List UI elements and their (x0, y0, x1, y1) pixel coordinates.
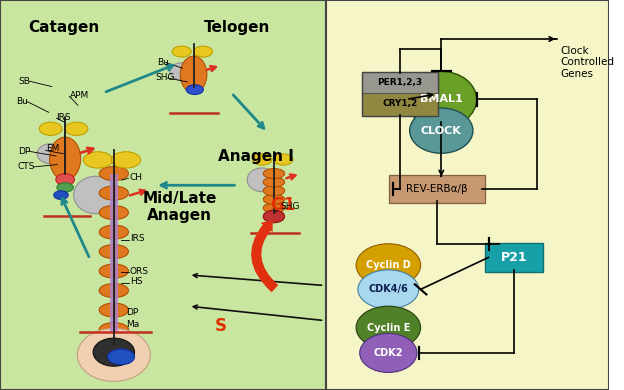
Text: DP: DP (18, 147, 31, 156)
Ellipse shape (273, 154, 293, 165)
FancyBboxPatch shape (0, 0, 326, 390)
Ellipse shape (99, 284, 129, 298)
Text: CH: CH (129, 172, 142, 182)
Text: BMAL1: BMAL1 (420, 94, 462, 105)
Text: CDK2: CDK2 (374, 348, 403, 358)
FancyBboxPatch shape (362, 93, 437, 116)
Ellipse shape (93, 338, 135, 366)
Ellipse shape (54, 191, 68, 199)
Text: SHG: SHG (280, 202, 300, 211)
Text: APM: APM (70, 90, 89, 100)
Ellipse shape (406, 71, 477, 128)
Ellipse shape (57, 183, 74, 192)
Text: HS: HS (130, 277, 142, 286)
Ellipse shape (50, 137, 80, 180)
Text: CDK4/6: CDK4/6 (368, 284, 408, 294)
Ellipse shape (409, 108, 473, 153)
Text: CLOCK: CLOCK (421, 126, 462, 136)
Text: Bu: Bu (157, 58, 169, 67)
Ellipse shape (263, 177, 285, 187)
Ellipse shape (108, 349, 135, 365)
Text: IRS: IRS (57, 112, 71, 122)
Text: Anagen I: Anagen I (218, 149, 293, 163)
Ellipse shape (263, 203, 285, 213)
Text: CRY1,2: CRY1,2 (383, 99, 417, 108)
Ellipse shape (247, 168, 276, 191)
Ellipse shape (39, 122, 62, 135)
Ellipse shape (356, 244, 421, 287)
Text: Telogen: Telogen (204, 20, 271, 35)
Ellipse shape (112, 152, 140, 168)
Text: CTS: CTS (17, 162, 34, 172)
Ellipse shape (358, 270, 419, 309)
FancyBboxPatch shape (110, 174, 118, 333)
Ellipse shape (263, 210, 285, 223)
FancyBboxPatch shape (362, 72, 437, 95)
Ellipse shape (84, 152, 112, 168)
Text: SB: SB (18, 77, 30, 87)
Ellipse shape (359, 333, 417, 372)
Text: REV-ERBα/β: REV-ERBα/β (406, 184, 468, 194)
Text: Clock
Controlled
Genes: Clock Controlled Genes (560, 46, 614, 79)
FancyBboxPatch shape (326, 0, 608, 390)
Text: Cyclin D: Cyclin D (366, 260, 411, 270)
Ellipse shape (99, 186, 129, 200)
Ellipse shape (99, 323, 129, 337)
Text: Catagen: Catagen (28, 20, 100, 35)
Ellipse shape (193, 46, 213, 57)
Text: PER1,2,3: PER1,2,3 (378, 78, 422, 87)
Text: Ma: Ma (127, 320, 140, 329)
Text: Bu: Bu (16, 97, 27, 106)
Text: P21: P21 (501, 251, 528, 264)
Ellipse shape (170, 63, 193, 80)
Text: G1: G1 (270, 196, 296, 214)
Ellipse shape (99, 167, 129, 181)
Text: S: S (215, 317, 227, 335)
Ellipse shape (99, 206, 129, 220)
Ellipse shape (74, 176, 117, 214)
Text: Cyclin E: Cyclin E (367, 323, 410, 333)
Ellipse shape (186, 85, 203, 94)
Ellipse shape (172, 46, 191, 57)
Text: IRS: IRS (130, 234, 144, 243)
Text: DP: DP (127, 308, 139, 317)
Ellipse shape (77, 328, 150, 381)
Ellipse shape (65, 122, 88, 135)
Text: Mid/Late
Anagen: Mid/Late Anagen (142, 190, 217, 223)
FancyBboxPatch shape (389, 175, 485, 203)
Ellipse shape (253, 154, 272, 165)
Ellipse shape (263, 168, 285, 179)
Ellipse shape (99, 264, 129, 278)
Text: SHG: SHG (155, 73, 175, 83)
Ellipse shape (37, 144, 64, 163)
Ellipse shape (56, 174, 74, 186)
FancyArrowPatch shape (251, 220, 278, 292)
Ellipse shape (99, 245, 129, 259)
Ellipse shape (263, 194, 285, 204)
Ellipse shape (99, 303, 129, 317)
Ellipse shape (263, 186, 285, 196)
Text: ORS: ORS (130, 266, 149, 276)
Ellipse shape (99, 225, 129, 239)
Ellipse shape (356, 306, 421, 349)
Ellipse shape (180, 56, 207, 93)
FancyBboxPatch shape (485, 243, 544, 272)
Text: EM: EM (46, 144, 59, 154)
